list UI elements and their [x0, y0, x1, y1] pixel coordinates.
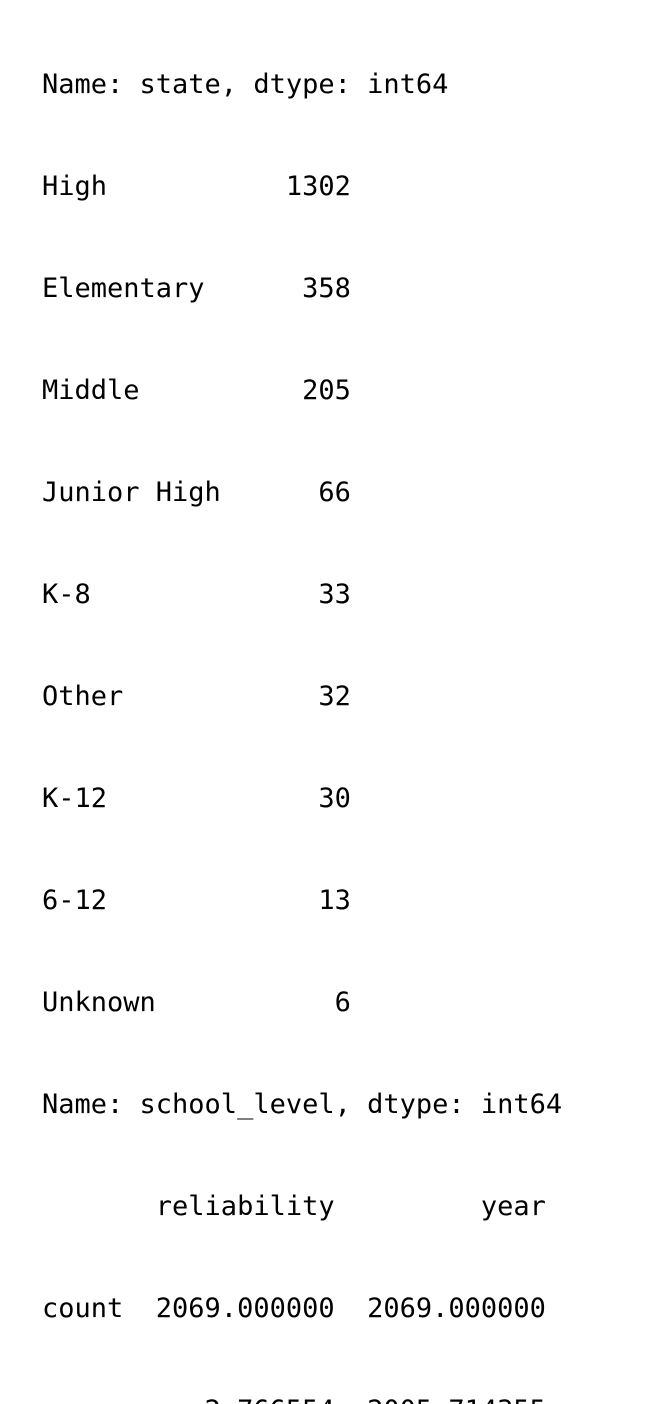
value-count-row-other: Other 32 — [42, 681, 351, 712]
value-count-row-unknown: Unknown 6 — [42, 987, 351, 1018]
value-count-row-junior-high: Junior High 66 — [42, 477, 351, 508]
series-footer-state: Name: state, dtype: int64 — [42, 69, 449, 100]
describe-row-mean: mean 2.766554 2005.714355 — [42, 1394, 562, 1404]
value-count-row-middle: Middle 205 — [42, 375, 351, 406]
describe-row-count: count 2069.000000 2069.000000 — [42, 1293, 546, 1324]
value-count-row-k-12: K-12 30 — [42, 783, 351, 814]
value-count-row-6-12: 6-12 13 — [42, 885, 351, 916]
value-count-row-high: High 1302 — [42, 171, 351, 202]
series-footer-school-level: Name: school_level, dtype: int64 — [42, 1089, 563, 1120]
describe-header-row: reliability year — [42, 1191, 546, 1222]
value-count-row-k-8: K-8 33 — [42, 579, 351, 610]
value-count-row-elementary: Elementary 358 — [42, 273, 351, 304]
console-output: Name: state, dtype: int64 High 1302 Elem… — [42, 0, 562, 1404]
